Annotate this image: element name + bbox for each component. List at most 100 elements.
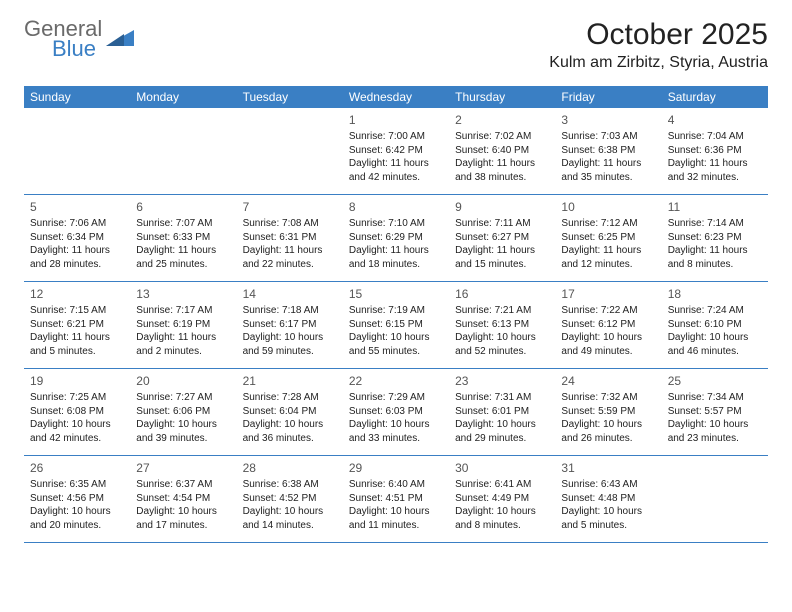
day-cell: 27Sunrise: 6:37 AMSunset: 4:54 PMDayligh… [130, 456, 236, 542]
daylight-line: Daylight: 11 hours and 38 minutes. [455, 157, 549, 184]
sunrise-line: Sunrise: 6:41 AM [455, 478, 549, 492]
logo-text-block: General Blue [24, 18, 102, 62]
sunset-line: Sunset: 4:56 PM [30, 492, 124, 506]
sunrise-line: Sunrise: 7:02 AM [455, 130, 549, 144]
day-number: 5 [30, 199, 124, 215]
sunset-line: Sunset: 6:03 PM [349, 405, 443, 419]
daylight-line: Daylight: 10 hours and 11 minutes. [349, 505, 443, 532]
day-cell: 23Sunrise: 7:31 AMSunset: 6:01 PMDayligh… [449, 369, 555, 455]
day-number: 13 [136, 286, 230, 302]
sunset-line: Sunset: 6:27 PM [455, 231, 549, 245]
day-cell: 15Sunrise: 7:19 AMSunset: 6:15 PMDayligh… [343, 282, 449, 368]
logo: General Blue [24, 18, 134, 62]
day-number: 22 [349, 373, 443, 389]
day-cell [237, 108, 343, 194]
sunset-line: Sunset: 5:59 PM [561, 405, 655, 419]
sunrise-line: Sunrise: 7:28 AM [243, 391, 337, 405]
daylight-line: Daylight: 10 hours and 55 minutes. [349, 331, 443, 358]
day-header: Thursday [449, 86, 555, 108]
daylight-line: Daylight: 10 hours and 8 minutes. [455, 505, 549, 532]
sunrise-line: Sunrise: 7:00 AM [349, 130, 443, 144]
sunrise-line: Sunrise: 7:22 AM [561, 304, 655, 318]
sunset-line: Sunset: 6:38 PM [561, 144, 655, 158]
location: Kulm am Zirbitz, Styria, Austria [549, 54, 768, 72]
day-number: 4 [668, 112, 762, 128]
sunset-line: Sunset: 6:12 PM [561, 318, 655, 332]
daylight-line: Daylight: 10 hours and 26 minutes. [561, 418, 655, 445]
day-number: 18 [668, 286, 762, 302]
title-block: October 2025 Kulm am Zirbitz, Styria, Au… [549, 18, 768, 72]
day-number: 26 [30, 460, 124, 476]
sunrise-line: Sunrise: 7:08 AM [243, 217, 337, 231]
daylight-line: Daylight: 10 hours and 17 minutes. [136, 505, 230, 532]
daylight-line: Daylight: 10 hours and 49 minutes. [561, 331, 655, 358]
day-cell: 18Sunrise: 7:24 AMSunset: 6:10 PMDayligh… [662, 282, 768, 368]
sunset-line: Sunset: 6:19 PM [136, 318, 230, 332]
day-number: 17 [561, 286, 655, 302]
sunset-line: Sunset: 6:40 PM [455, 144, 549, 158]
day-number: 28 [243, 460, 337, 476]
daylight-line: Daylight: 10 hours and 42 minutes. [30, 418, 124, 445]
sunset-line: Sunset: 4:52 PM [243, 492, 337, 506]
day-number: 1 [349, 112, 443, 128]
sunrise-line: Sunrise: 7:12 AM [561, 217, 655, 231]
day-header: Wednesday [343, 86, 449, 108]
day-cell: 9Sunrise: 7:11 AMSunset: 6:27 PMDaylight… [449, 195, 555, 281]
sunrise-line: Sunrise: 7:14 AM [668, 217, 762, 231]
day-cell [24, 108, 130, 194]
day-header: Friday [555, 86, 661, 108]
sunrise-line: Sunrise: 7:21 AM [455, 304, 549, 318]
logo-line2: Blue [52, 36, 102, 62]
daylight-line: Daylight: 11 hours and 35 minutes. [561, 157, 655, 184]
day-cell: 29Sunrise: 6:40 AMSunset: 4:51 PMDayligh… [343, 456, 449, 542]
day-cell: 11 Sunrise: 7:14 AMSunset: 6:23 PMDayligh… [662, 195, 768, 281]
daylight-line: Daylight: 10 hours and 46 minutes. [668, 331, 762, 358]
day-cell: 6Sunrise: 7:07 AMSunset: 6:33 PMDaylight… [130, 195, 236, 281]
day-number: 12 [30, 286, 124, 302]
day-cell [130, 108, 236, 194]
day-cell: 24Sunrise: 7:32 AMSunset: 5:59 PMDayligh… [555, 369, 661, 455]
day-cell: 31Sunrise: 6:43 AMSunset: 4:48 PMDayligh… [555, 456, 661, 542]
daylight-line: Daylight: 11 hours and 5 minutes. [30, 331, 124, 358]
sunrise-line: Sunrise: 7:31 AM [455, 391, 549, 405]
sunset-line: Sunset: 6:01 PM [455, 405, 549, 419]
sunrise-line: Sunrise: 7:18 AM [243, 304, 337, 318]
day-number: 25 [668, 373, 762, 389]
day-number: 2 [455, 112, 549, 128]
day-cell: 8Sunrise: 7:10 AMSunset: 6:29 PMDaylight… [343, 195, 449, 281]
day-cell: 16Sunrise: 7:21 AMSunset: 6:13 PMDayligh… [449, 282, 555, 368]
sunrise-line: Sunrise: 6:35 AM [30, 478, 124, 492]
week-row: 12Sunrise: 7:15 AMSunset: 6:21 PMDayligh… [24, 282, 768, 369]
sunrise-line: Sunrise: 7:29 AM [349, 391, 443, 405]
day-cell: 25Sunrise: 7:34 AMSunset: 5:57 PMDayligh… [662, 369, 768, 455]
logo-triangle-icon [106, 28, 134, 53]
day-header: Sunday [24, 86, 130, 108]
day-header: Saturday [662, 86, 768, 108]
sunset-line: Sunset: 6:33 PM [136, 231, 230, 245]
daylight-line: Daylight: 11 hours and 8 minutes. [668, 244, 762, 271]
day-header: Tuesday [237, 86, 343, 108]
sunrise-line: Sunrise: 7:19 AM [349, 304, 443, 318]
day-number: 9 [455, 199, 549, 215]
day-number: 3 [561, 112, 655, 128]
day-header-row: SundayMondayTuesdayWednesdayThursdayFrid… [24, 86, 768, 108]
daylight-line: Daylight: 11 hours and 12 minutes. [561, 244, 655, 271]
week-row: 5Sunrise: 7:06 AMSunset: 6:34 PMDaylight… [24, 195, 768, 282]
sunset-line: Sunset: 6:23 PM [668, 231, 762, 245]
day-number: 11 [668, 199, 762, 215]
sunset-line: Sunset: 6:15 PM [349, 318, 443, 332]
sunset-line: Sunset: 6:21 PM [30, 318, 124, 332]
daylight-line: Daylight: 10 hours and 29 minutes. [455, 418, 549, 445]
day-number: 8 [349, 199, 443, 215]
daylight-line: Daylight: 11 hours and 28 minutes. [30, 244, 124, 271]
day-number: 19 [30, 373, 124, 389]
day-number: 16 [455, 286, 549, 302]
daylight-line: Daylight: 10 hours and 23 minutes. [668, 418, 762, 445]
daylight-line: Daylight: 11 hours and 15 minutes. [455, 244, 549, 271]
sunset-line: Sunset: 6:04 PM [243, 405, 337, 419]
sunset-line: Sunset: 6:10 PM [668, 318, 762, 332]
daylight-line: Daylight: 11 hours and 25 minutes. [136, 244, 230, 271]
week-row: 26 Sunrise: 6:35 AMSunset: 4:56 PM Dayligh… [24, 456, 768, 543]
sunrise-line: Sunrise: 6:40 AM [349, 478, 443, 492]
day-number: 21 [243, 373, 337, 389]
